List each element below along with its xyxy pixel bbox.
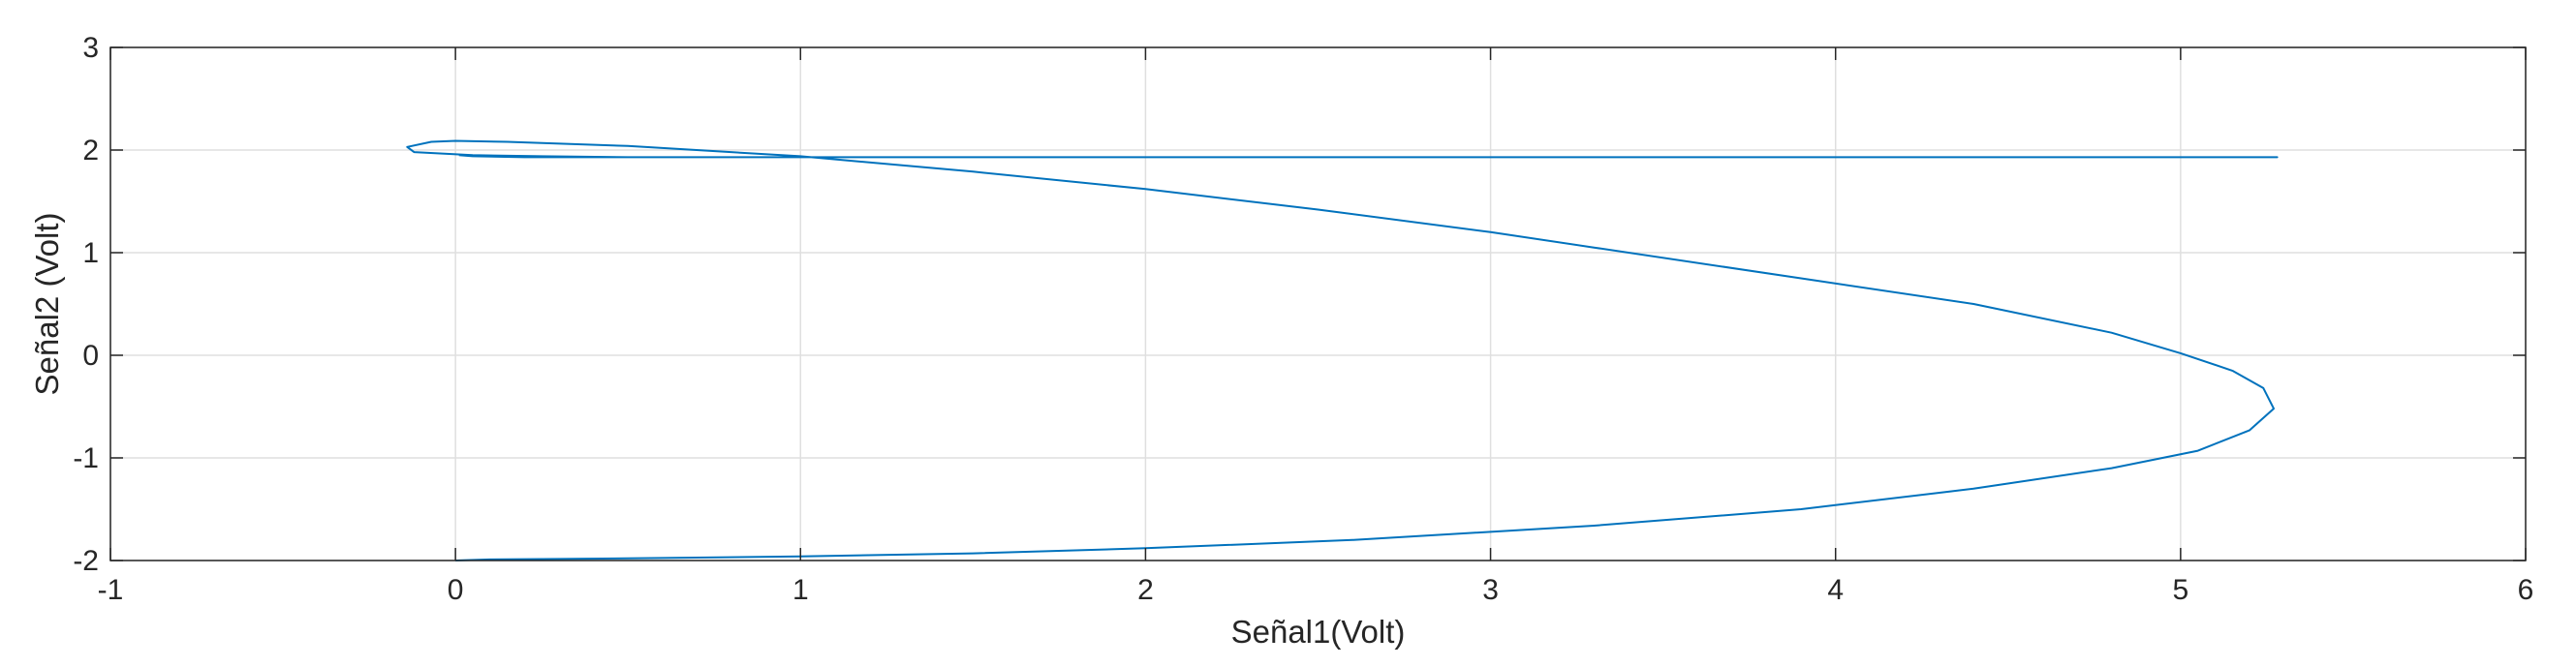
y-tick-label: 2 [82, 135, 99, 167]
y-tick-label: 3 [82, 32, 99, 64]
y-tick-label: 0 [82, 340, 99, 372]
x-tick-label: 6 [2518, 574, 2534, 606]
y-tick-labels: -2 -1 0 1 2 3 [73, 32, 99, 577]
y-tick-label: -2 [73, 545, 99, 577]
series-line-1 [406, 139, 2279, 561]
x-tick-label: 2 [1137, 574, 1154, 606]
tick-marks [109, 46, 2527, 561]
x-tick-label: 3 [1482, 574, 1499, 606]
y-tick-label: -1 [73, 442, 99, 474]
x-tick-label: 0 [448, 574, 464, 606]
axes-box [109, 46, 2527, 561]
x-tick-label: 5 [2173, 574, 2189, 606]
y-axis-title: Señal2 (Volt) [29, 213, 65, 396]
x-tick-label: -1 [98, 574, 124, 606]
plot-area [110, 47, 2526, 561]
series-layer [406, 139, 2279, 561]
y-tick-label: 1 [82, 237, 99, 269]
x-tick-label: 1 [792, 574, 809, 606]
x-tick-label: 4 [1827, 574, 1844, 606]
x-tick-labels: -1 0 1 2 3 4 5 6 [98, 574, 2534, 606]
x-axis-title: Señal1(Volt) [1231, 614, 1406, 650]
